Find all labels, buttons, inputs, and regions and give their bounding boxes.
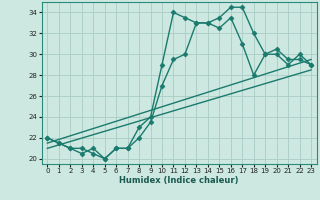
X-axis label: Humidex (Indice chaleur): Humidex (Indice chaleur) bbox=[119, 176, 239, 185]
